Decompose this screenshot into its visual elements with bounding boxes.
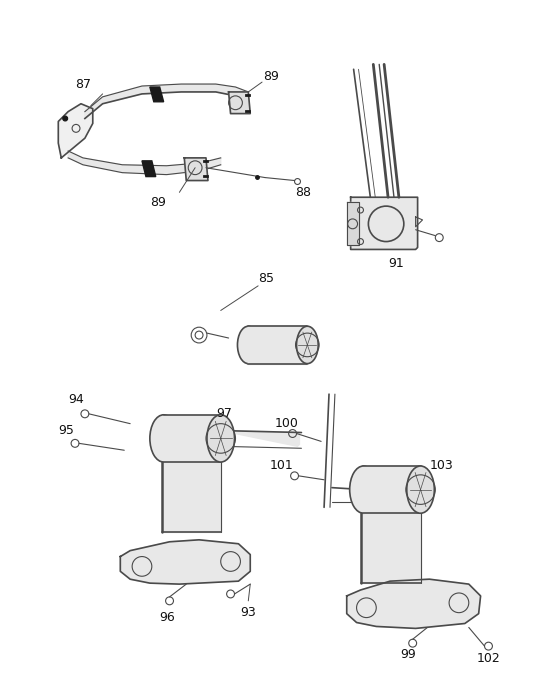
Polygon shape (161, 462, 221, 532)
Polygon shape (229, 92, 251, 113)
Text: 97: 97 (216, 407, 232, 420)
Polygon shape (85, 84, 248, 119)
Ellipse shape (150, 415, 177, 462)
Polygon shape (347, 579, 481, 628)
Text: 85: 85 (258, 272, 274, 285)
Polygon shape (364, 466, 421, 513)
Text: 102: 102 (477, 653, 500, 665)
Ellipse shape (350, 466, 377, 513)
Text: 95: 95 (58, 424, 74, 437)
Text: 96: 96 (160, 611, 175, 624)
Text: 89: 89 (263, 70, 279, 83)
Text: 100: 100 (275, 417, 298, 430)
Polygon shape (142, 161, 156, 177)
Ellipse shape (407, 466, 434, 513)
Polygon shape (248, 326, 308, 364)
Text: 101: 101 (270, 460, 294, 473)
Polygon shape (120, 540, 251, 584)
Text: 87: 87 (75, 77, 91, 90)
Text: 99: 99 (400, 648, 416, 661)
Polygon shape (58, 104, 93, 158)
Ellipse shape (238, 326, 259, 364)
Text: 89: 89 (150, 196, 166, 208)
Polygon shape (361, 513, 421, 583)
Polygon shape (164, 415, 221, 462)
Ellipse shape (207, 415, 235, 462)
Text: 91: 91 (388, 257, 404, 270)
Ellipse shape (296, 326, 318, 364)
Polygon shape (351, 198, 417, 249)
Text: 93: 93 (240, 606, 256, 619)
Polygon shape (184, 158, 208, 181)
Polygon shape (68, 151, 221, 175)
Text: 94: 94 (68, 392, 84, 405)
Circle shape (63, 116, 68, 121)
Polygon shape (150, 87, 164, 102)
Polygon shape (347, 202, 359, 246)
Text: 88: 88 (295, 186, 312, 199)
Polygon shape (221, 430, 300, 446)
Text: 103: 103 (430, 460, 453, 473)
